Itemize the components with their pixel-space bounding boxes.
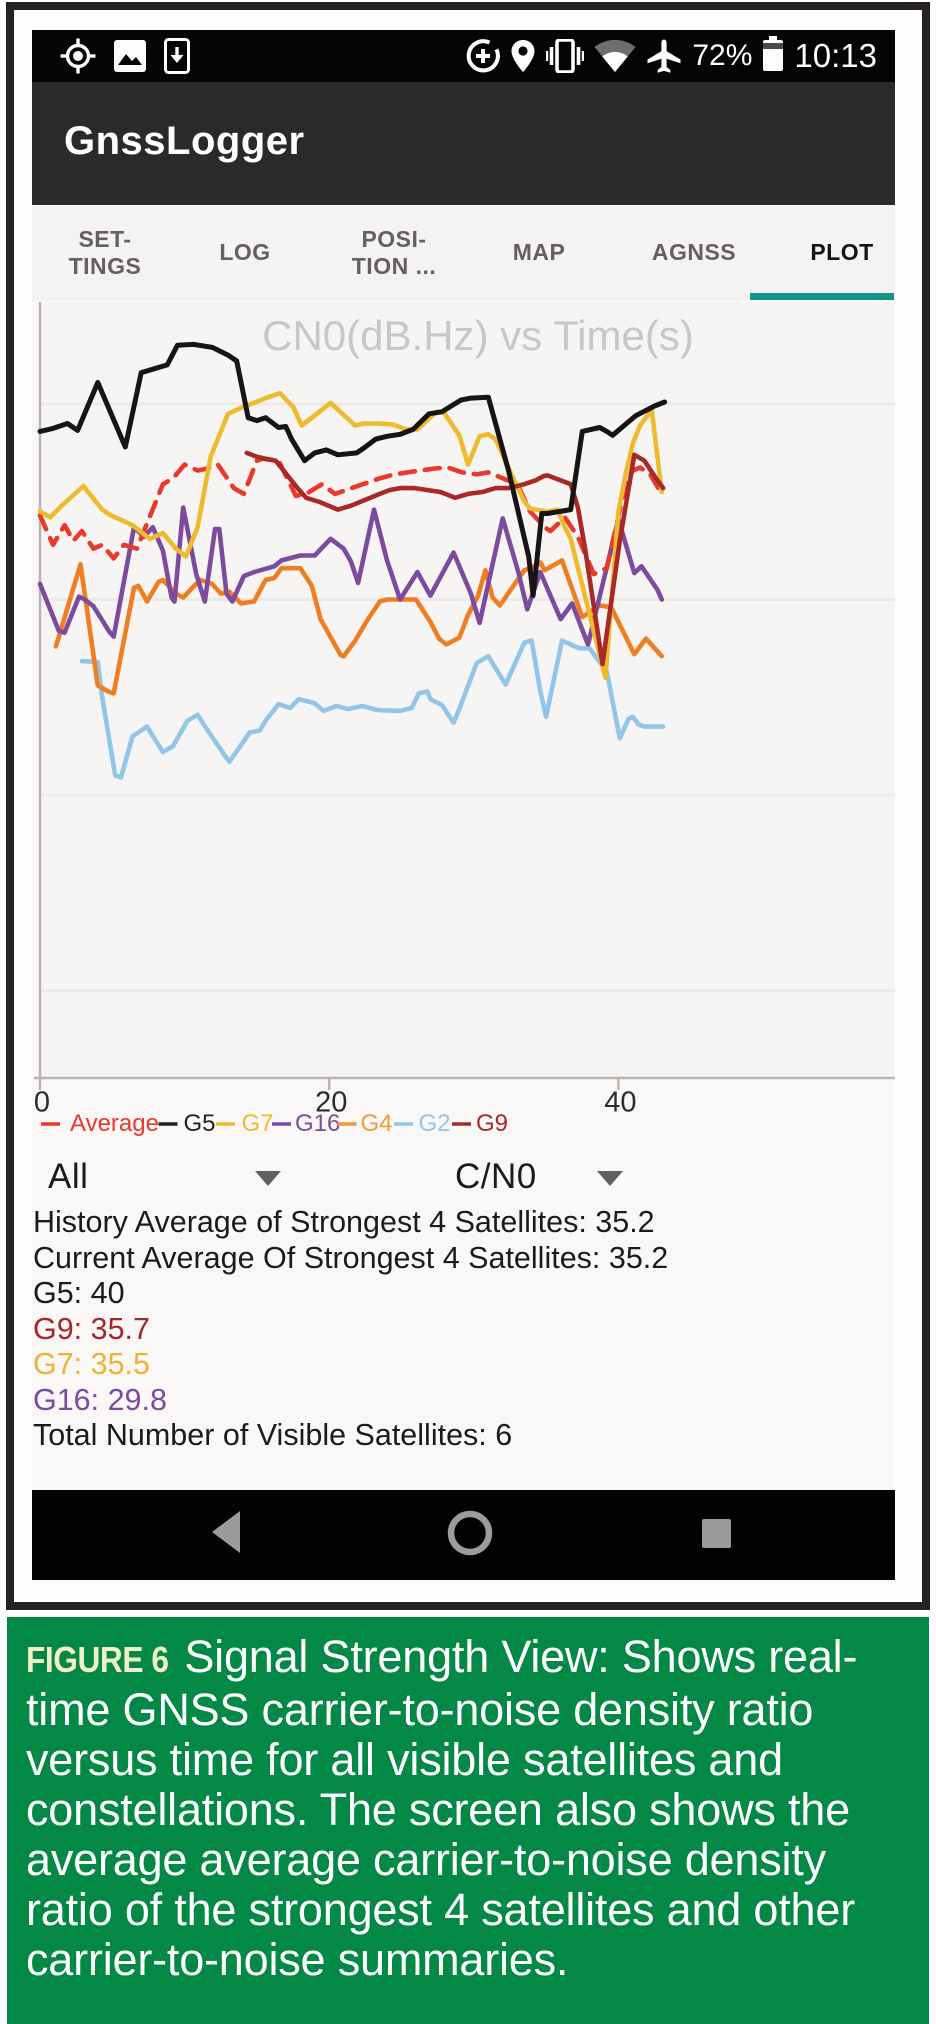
legend-label-G4: G4 (361, 1110, 393, 1137)
android-nav-bar (32, 1490, 895, 1580)
legend-label-G16: G16 (295, 1110, 340, 1137)
battery-percent: 72% (692, 39, 753, 72)
series-G2 (79, 638, 666, 780)
tab-log[interactable]: LOG (175, 205, 315, 300)
tab-label-line: LOG (219, 239, 271, 265)
status-bar-left-icons (60, 30, 190, 82)
info-line: Current Average Of Strongest 4 Satellite… (33, 1240, 669, 1275)
caption-body: Signal Strength View: Shows real-time GN… (26, 1631, 858, 1985)
series-G7 (37, 390, 665, 681)
tab-label-line: AGNSS (651, 239, 737, 265)
x-tick-label: 20 (315, 1087, 347, 1119)
screenshot-download-icon (164, 38, 190, 74)
info-line: G5: 40 (33, 1276, 125, 1310)
data-saver-icon (466, 39, 501, 73)
caption-text: FIGURE 6 Signal Strength View: Shows rea… (26, 1632, 921, 1985)
legend-label-G2: G2 (419, 1110, 451, 1137)
tab-label-line: TION ... (351, 252, 437, 279)
series-Average (37, 456, 665, 577)
metric-dropdown[interactable]: C/N0 (455, 1157, 537, 1196)
vibrate-icon (546, 39, 585, 73)
figure-caption: FIGURE 6 Signal Strength View: Shows rea… (7, 1617, 929, 2024)
legend-label-Average: Average (70, 1110, 159, 1137)
info-line: History Average of Strongest 4 Satellite… (33, 1205, 655, 1239)
legend-label-G7: G7 (242, 1110, 274, 1137)
tab-plot[interactable]: PLOT (772, 205, 912, 300)
figure-label: FIGURE 6 (26, 1639, 169, 1680)
active-tab-underline (750, 293, 894, 300)
constellation-dropdown-caret[interactable] (255, 1171, 281, 1186)
tab-label-line: SET- (78, 225, 132, 252)
dropdown-row: All C/N0 (32, 1155, 895, 1211)
app-title: GnssLogger (64, 119, 305, 163)
status-bar-right: 72% 10:13 (466, 30, 877, 82)
chart-title: CN0(dB.Hz) vs Time(s) (262, 312, 694, 359)
tab-posi-tion[interactable]: POSI- TION ... (324, 205, 464, 300)
photo-icon (113, 39, 147, 73)
tab-label-line: MAP (512, 239, 566, 265)
tab-set-tings[interactable]: SET- TINGS (35, 205, 175, 300)
info-line: G7: 35.5 (33, 1347, 150, 1381)
tab-label-line: TINGS (68, 252, 142, 279)
back-icon[interactable] (212, 1511, 240, 1553)
cn0-chart-svg: 0 20 40 CN0(dB.Hz) vs Time(s) Average G5 G7 G16… (34, 302, 895, 1137)
info-line: G9: 35.7 (33, 1311, 150, 1346)
battery-icon (762, 35, 784, 77)
legend-label-G9: G9 (476, 1110, 508, 1137)
phone-screenshot: 72% 10:13 GnssLogger SET- TINGS LOG POSI- TI… (32, 30, 895, 1584)
figure-frame: 72% 10:13 GnssLogger SET- TINGS LOG POSI- TI… (6, 2, 930, 1610)
home-icon[interactable] (447, 1510, 493, 1556)
airplane-icon (646, 38, 682, 74)
gps-crosshair-icon (60, 38, 96, 74)
tab-label-line: PLOT (810, 239, 874, 265)
x-tick-label: 0 (34, 1087, 50, 1119)
metric-dropdown-caret[interactable] (597, 1171, 623, 1186)
series-G5 (37, 341, 668, 599)
legend-label-G5: G5 (184, 1110, 216, 1137)
tab-map[interactable]: MAP (469, 205, 609, 300)
info-line: Total Number of Visible Satellites: 6 (33, 1418, 513, 1452)
cn0-chart: 0 20 40 CN0(dB.Hz) vs Time(s) Average G5 G7 G16… (32, 300, 895, 1155)
x-tick-label: 40 (604, 1087, 636, 1119)
satellite-info-list: History Average of Strongest 4 Satellite… (33, 1205, 893, 1454)
status-time: 10:13 (794, 37, 877, 74)
series-G9 (244, 450, 666, 667)
tab-agnss[interactable]: AGNSS (624, 205, 764, 300)
series-G4 (53, 558, 665, 696)
tab-bar: SET- TINGS LOG POSI- TION ... MAP AGNSS PLOT (32, 205, 895, 300)
info-line: G16: 29.8 (33, 1382, 167, 1417)
wifi-icon (594, 40, 636, 72)
status-bar: 72% 10:13 (32, 30, 895, 82)
location-pin-icon (510, 39, 536, 73)
tab-label-line: POSI- (361, 225, 427, 252)
recents-icon[interactable] (702, 1519, 731, 1548)
constellation-dropdown[interactable]: All (48, 1157, 89, 1196)
app-bar: GnssLogger (32, 82, 895, 205)
